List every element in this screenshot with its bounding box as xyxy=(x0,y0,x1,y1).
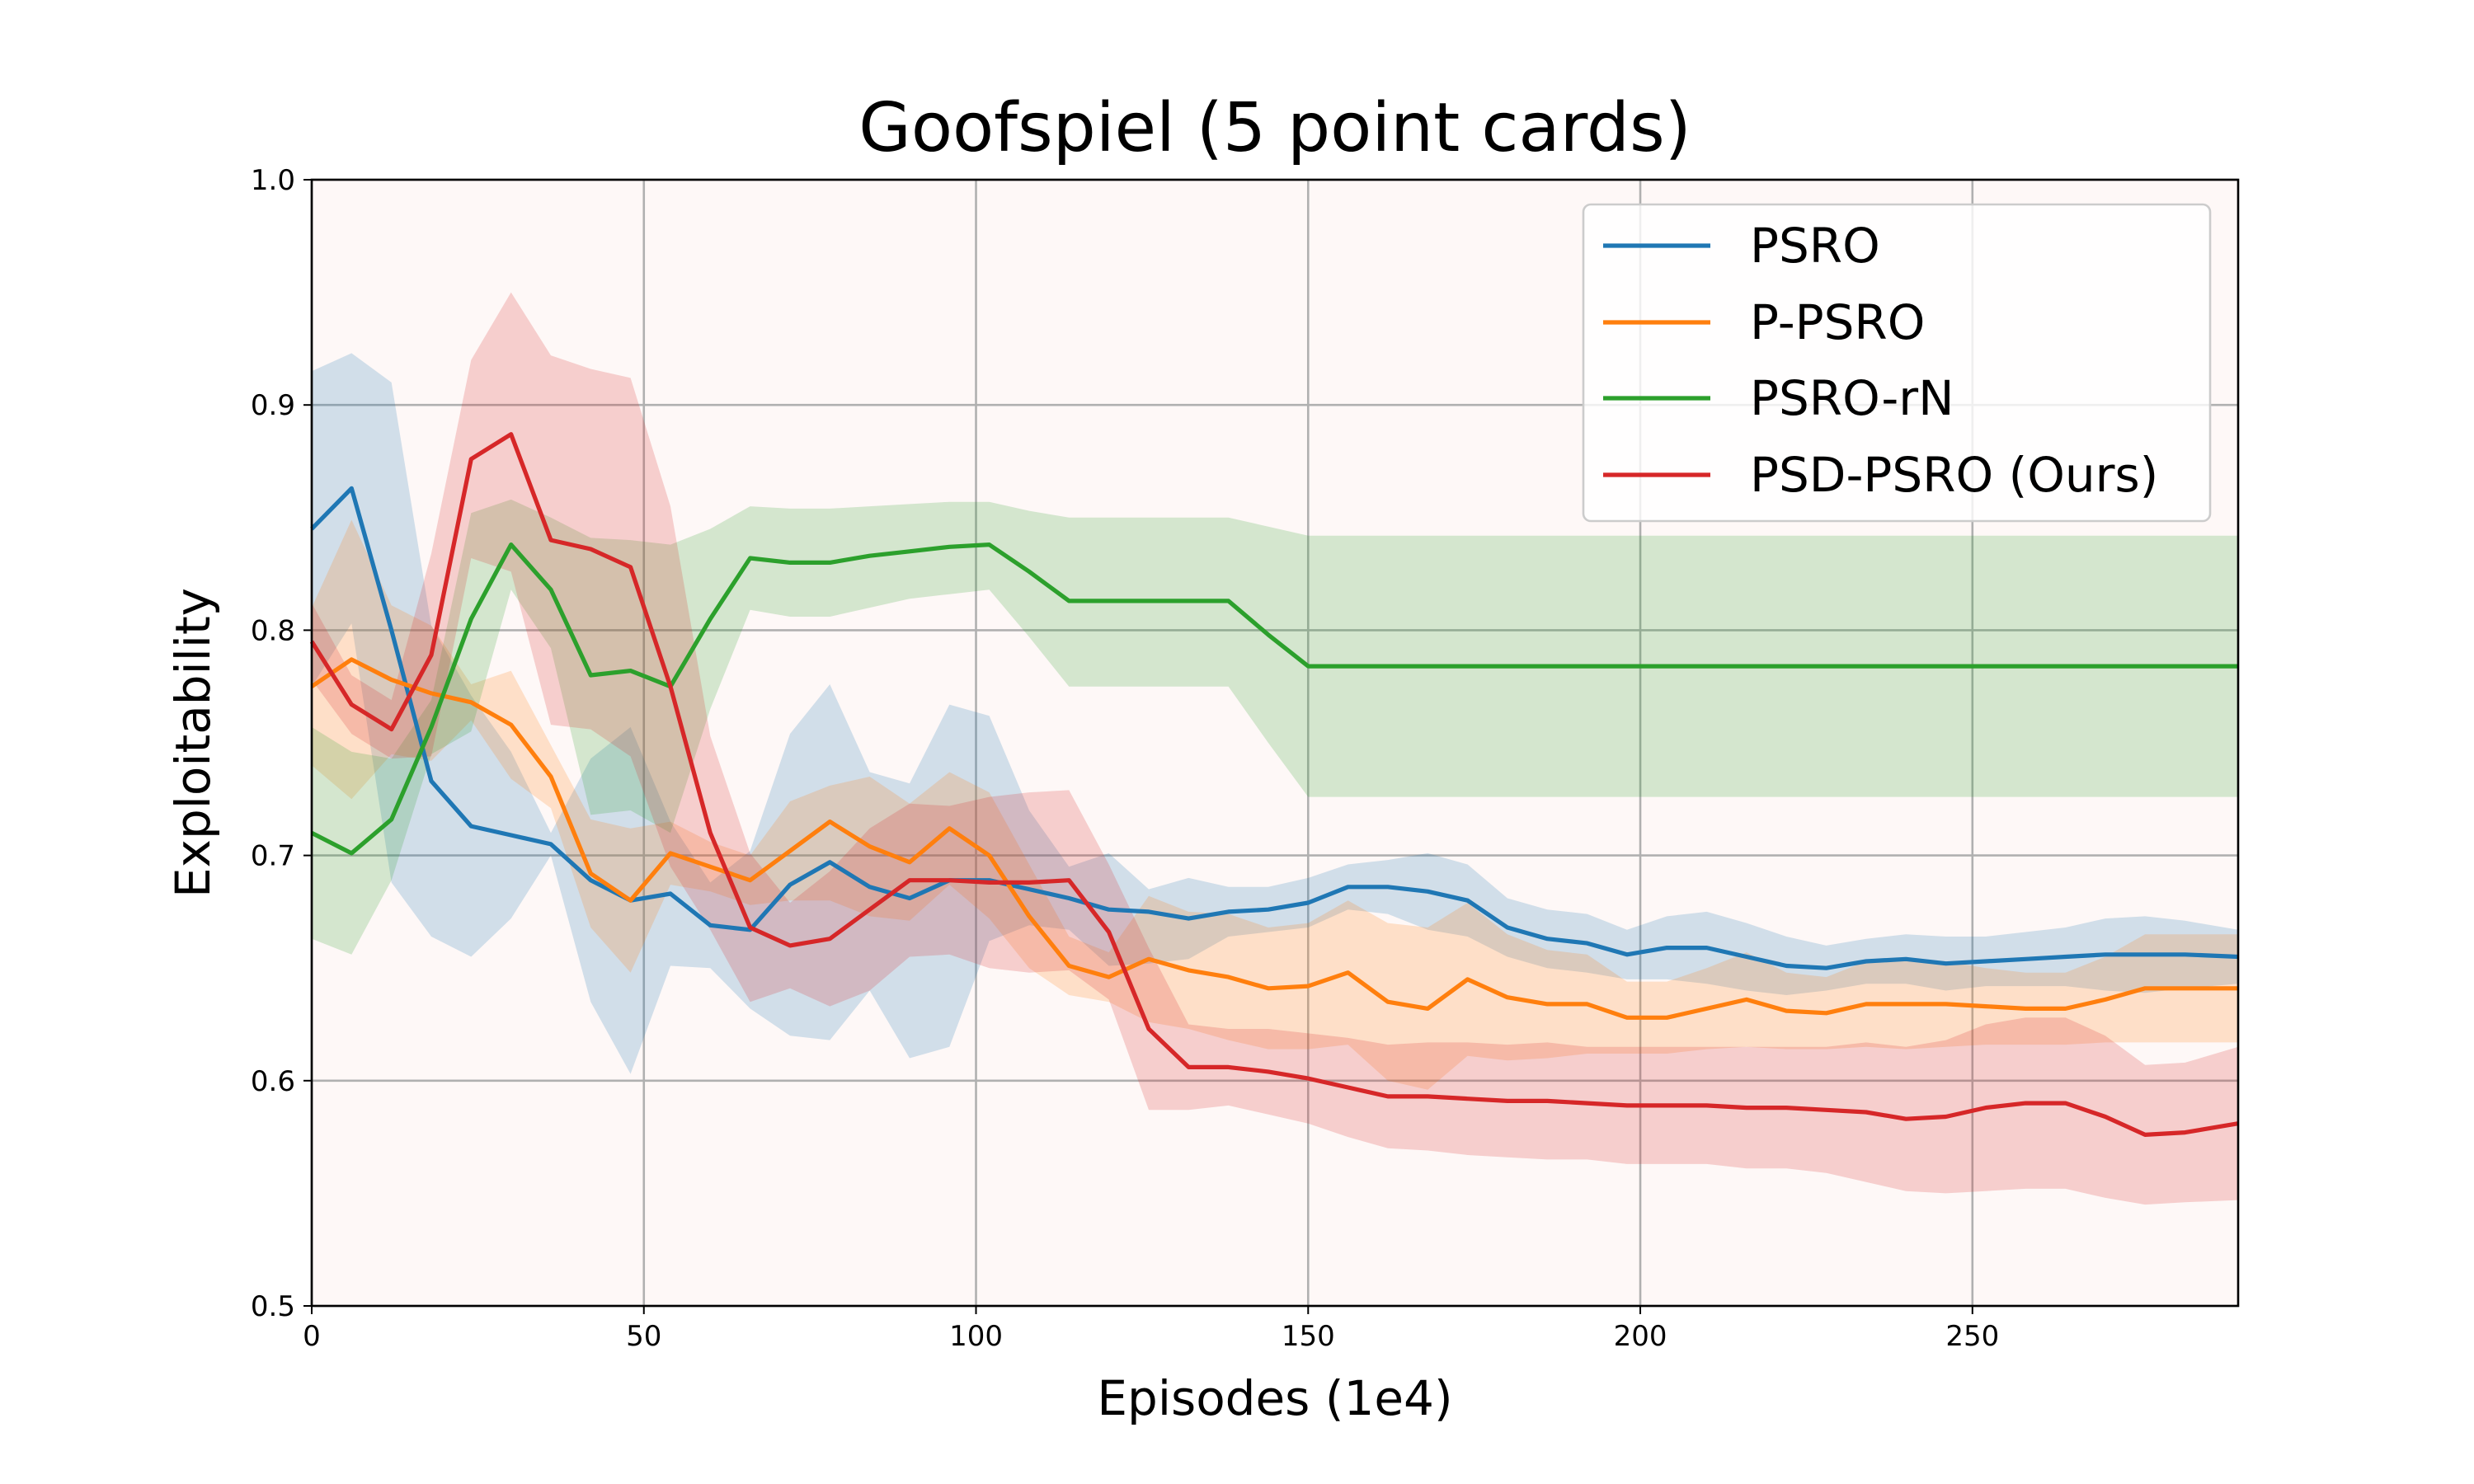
legend-label-psro: PSRO xyxy=(1750,218,1880,274)
x-axis-label: Episodes (1e4) xyxy=(1097,1370,1452,1426)
plot-frame xyxy=(310,178,2240,1308)
x-axis: 0 50 100 150 200 250 xyxy=(303,1306,1999,1353)
x-tick-label: 0 xyxy=(303,1320,321,1353)
line-psd-psro-ours xyxy=(309,432,2239,1138)
band-p-psro xyxy=(312,519,2238,1090)
line-p-psro xyxy=(310,657,2238,1020)
y-tick-label: 0.7 xyxy=(251,840,295,873)
legend-label-psd-psro: PSD-PSRO (Ours) xyxy=(1750,447,2158,503)
y-tick-label: 0.6 xyxy=(251,1065,295,1098)
x-tick-label: 250 xyxy=(1945,1320,1999,1353)
x-tick-label: 200 xyxy=(1614,1320,1667,1353)
legend: PSRO P-PSRO PSRO-rN PSD-PSRO (Ours) xyxy=(1582,203,2212,523)
y-tick-label: 1.0 xyxy=(251,164,295,197)
x-tick-label: 150 xyxy=(1282,1320,1335,1353)
band-psd-psro-ours xyxy=(312,292,2238,1205)
band-psro-rn xyxy=(312,499,2238,955)
y-tick-label: 0.9 xyxy=(251,389,295,422)
x-tick-label: 50 xyxy=(626,1320,661,1353)
y-tick-label: 0.8 xyxy=(251,614,295,647)
y-axis-label: Exploitability xyxy=(165,588,221,898)
x-tick-label: 100 xyxy=(949,1320,1003,1353)
legend-label-psro-rn: PSRO-rN xyxy=(1750,370,1954,426)
chart-title: Goofspiel (5 point cards) xyxy=(858,89,1691,167)
y-tick-label: 0.5 xyxy=(251,1290,295,1323)
confidence-bands xyxy=(312,292,2238,1205)
legend-box xyxy=(1582,203,2212,523)
legend-label-p-psro: P-PSRO xyxy=(1750,294,1925,350)
series-lines xyxy=(309,432,2239,1138)
y-axis: 0.5 0.6 0.7 0.8 0.9 1.0 xyxy=(251,164,312,1323)
line-psro-rn xyxy=(310,542,2238,856)
band-psro xyxy=(312,353,2238,1074)
